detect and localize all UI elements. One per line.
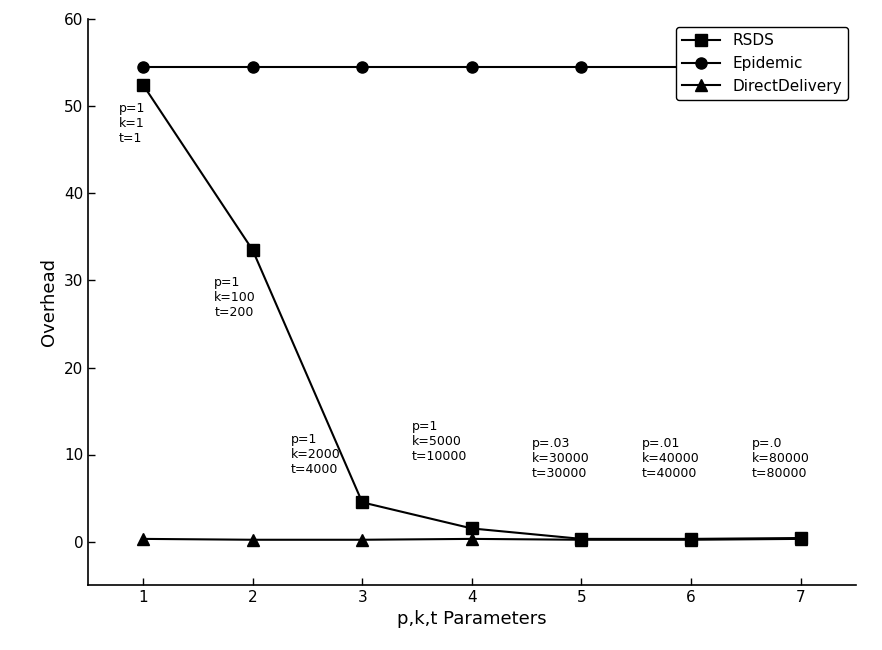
Epidemic [467, 64, 477, 72]
Text: p=.03
k=30000
t=30000: p=.03 k=30000 t=30000 [532, 437, 590, 480]
RSDS [138, 81, 148, 88]
DirectDelivery [576, 536, 587, 543]
DirectDelivery [357, 536, 368, 543]
DirectDelivery [686, 536, 697, 543]
Epidemic [357, 64, 368, 72]
Text: p=1
k=2000
t=4000: p=1 k=2000 t=4000 [291, 433, 340, 476]
Text: p=1
k=100
t=200: p=1 k=100 t=200 [214, 276, 256, 319]
DirectDelivery [138, 535, 148, 543]
Epidemic [686, 64, 697, 72]
Epidemic [247, 64, 258, 72]
Text: p=.01
k=40000
t=40000: p=.01 k=40000 t=40000 [642, 437, 699, 480]
Legend: RSDS, Epidemic, DirectDelivery: RSDS, Epidemic, DirectDelivery [676, 27, 848, 99]
Y-axis label: Overhead: Overhead [41, 258, 58, 346]
Line: RSDS: RSDS [138, 79, 806, 545]
RSDS [247, 246, 258, 254]
Line: DirectDelivery: DirectDelivery [138, 534, 806, 545]
DirectDelivery [247, 536, 258, 543]
Text: p=1
k=5000
t=10000: p=1 k=5000 t=10000 [412, 420, 467, 463]
RSDS [686, 535, 697, 543]
RSDS [796, 534, 806, 542]
Epidemic [796, 64, 806, 72]
RSDS [357, 499, 368, 506]
RSDS [467, 525, 477, 532]
Text: p=.0
k=80000
t=80000: p=.0 k=80000 t=80000 [751, 437, 810, 480]
Line: Epidemic: Epidemic [138, 62, 806, 73]
DirectDelivery [467, 535, 477, 543]
Text: p=1
k=1
t=1: p=1 k=1 t=1 [119, 102, 146, 145]
Epidemic [138, 64, 148, 72]
Epidemic [576, 64, 587, 72]
RSDS [576, 535, 587, 543]
DirectDelivery [796, 535, 806, 543]
X-axis label: p,k,t Parameters: p,k,t Parameters [397, 610, 547, 629]
